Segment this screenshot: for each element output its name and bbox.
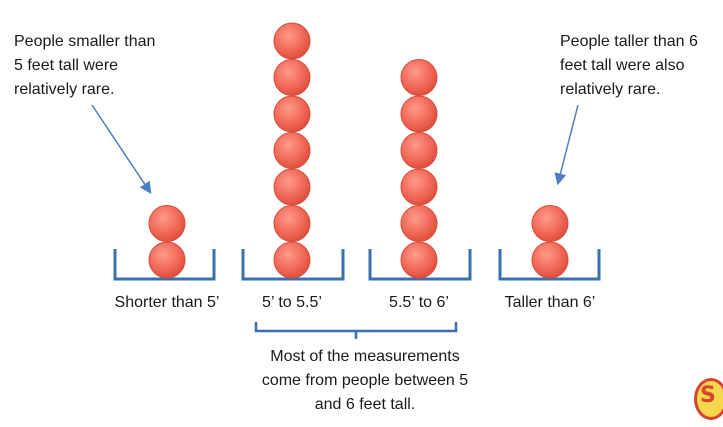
ball-bin3-6 bbox=[400, 59, 438, 96]
right-note-line-1: People taller than 6 bbox=[560, 33, 698, 50]
bin-3 bbox=[368, 249, 472, 281]
bin-2 bbox=[241, 249, 345, 281]
bin-4 bbox=[498, 249, 601, 281]
category-label-2: 5’ to 5.5’ bbox=[262, 294, 322, 311]
ball-bin3-1 bbox=[400, 241, 438, 279]
ball-bin2-6 bbox=[273, 59, 311, 96]
ball-bin3-5 bbox=[400, 95, 438, 133]
ball-bin2-7 bbox=[273, 22, 311, 60]
ball-bin1-2 bbox=[148, 205, 186, 242]
category-label-4: Taller than 6’ bbox=[504, 294, 596, 311]
ball-bin2-5 bbox=[273, 95, 311, 133]
ball-bin2-4 bbox=[273, 132, 311, 169]
ball-bin2-3 bbox=[273, 168, 311, 206]
ball-bin3-3 bbox=[400, 168, 438, 206]
left-arrow bbox=[91, 104, 152, 194]
sciencemag-logo-icon bbox=[694, 378, 723, 420]
ball-bin2-1 bbox=[273, 241, 311, 279]
ball-bin1-1 bbox=[148, 241, 186, 279]
left-note-line-2: 5 feet tall were bbox=[14, 57, 119, 74]
summary-line-2: come from people between 5 bbox=[261, 372, 469, 389]
left-note-line-1: People smaller than bbox=[14, 33, 156, 50]
summary-line-3: and 6 feet tall. bbox=[314, 396, 416, 413]
right-note-line-2: feet tall were also bbox=[560, 57, 685, 74]
ball-bin4-1 bbox=[531, 241, 569, 279]
summary-line-1: Most of the measurements bbox=[270, 348, 460, 365]
summary-brace bbox=[254, 322, 458, 339]
right-arrow bbox=[554, 104, 579, 186]
left-note: People smaller than 5 feet tall were rel… bbox=[14, 30, 155, 102]
right-note-line-3: relatively rare. bbox=[560, 81, 661, 98]
left-note-line-3: relatively rare. bbox=[14, 81, 115, 98]
category-label-3: 5.5’ to 6’ bbox=[389, 294, 449, 311]
ball-bin3-2 bbox=[400, 205, 438, 242]
summary-note: Most of the measurements come from peopl… bbox=[230, 345, 500, 417]
bins bbox=[113, 249, 601, 281]
bin-1 bbox=[113, 249, 216, 281]
ball-bin2-2 bbox=[273, 205, 311, 242]
right-note: People taller than 6 feet tall were also… bbox=[560, 30, 698, 102]
ball-bin3-4 bbox=[400, 132, 438, 169]
ball-bin4-2 bbox=[531, 205, 569, 242]
category-label-1: Shorter than 5’ bbox=[114, 294, 220, 311]
balls-group bbox=[148, 22, 569, 279]
